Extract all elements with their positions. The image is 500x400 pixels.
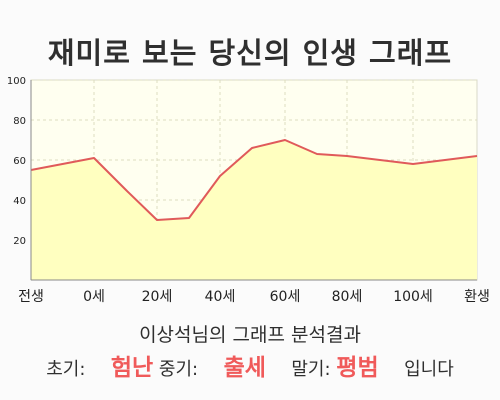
middle-label: 중기:: [158, 359, 199, 380]
series-area: [30, 80, 478, 281]
y-tick-label: 100: [7, 76, 26, 87]
y-tick-label: 20: [13, 236, 26, 247]
early-value: 험난: [110, 355, 154, 381]
life-graph-chart: 20 40 60 80 100 전생 0세 20세 40세 60세 80세 100세 환생: [7, 76, 490, 305]
x-tick-label: 0세: [83, 289, 105, 305]
x-tick-label: 100세: [393, 289, 433, 305]
x-tick-label: 60세: [270, 289, 301, 305]
x-tick-label: 40세: [205, 289, 236, 305]
result-title: 이상석님의 그래프 분석결과: [139, 324, 361, 346]
late-value: 평범: [336, 355, 379, 381]
late-label: 말기:: [291, 359, 331, 380]
y-tick-label: 40: [13, 196, 26, 207]
result-suffix: 입니다: [404, 359, 454, 380]
series-fill: [31, 140, 477, 280]
x-tick-label: 80세: [332, 289, 363, 305]
y-tick-label: 80: [13, 116, 26, 127]
x-axis-ticks: 전생 0세 20세 40세 60세 80세 100세 환생: [18, 289, 490, 305]
early-label: 초기:: [46, 359, 86, 380]
middle-value: 출세: [223, 355, 266, 381]
result-summary: 초기: 험난 중기: 출세 말기: 평범 입니다: [0, 348, 500, 382]
x-tick-label: 환생: [464, 289, 490, 305]
y-tick-label: 60: [13, 156, 26, 167]
page-title: 재미로 보는 당신의 인생 그래프: [47, 36, 453, 70]
x-tick-label: 20세: [142, 289, 173, 305]
y-axis-ticks: 20 40 60 80 100: [7, 76, 26, 247]
series-line: [30, 139, 478, 221]
x-tick-label: 전생: [18, 289, 44, 305]
